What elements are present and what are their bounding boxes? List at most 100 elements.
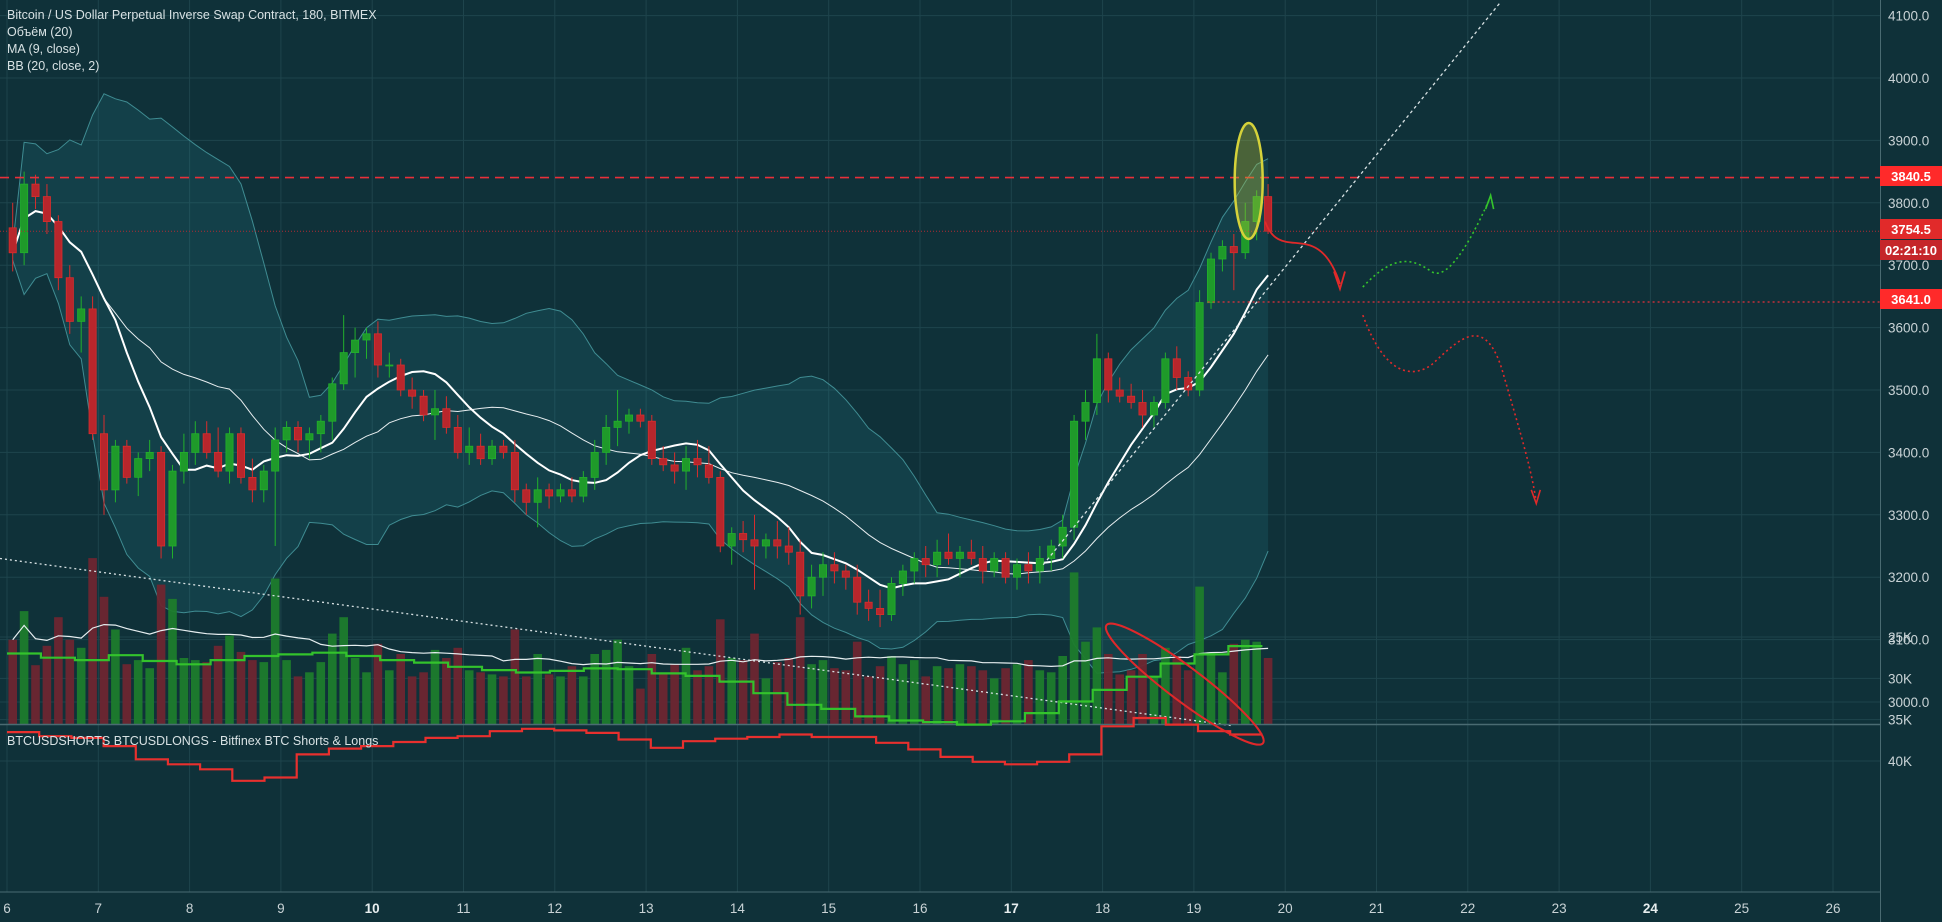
bearish-projection-arrow	[1264, 221, 1341, 285]
price-tick-label: 3000.0	[1888, 695, 1929, 710]
candle-down	[1229, 246, 1238, 254]
candle-down	[830, 564, 839, 572]
time-tick-label: 7	[95, 901, 103, 916]
symbol-title[interactable]: Bitcoin / US Dollar Perpetual Inverse Sw…	[7, 8, 377, 22]
volume-bar	[419, 672, 428, 724]
lower-indicator-pane	[0, 622, 1880, 893]
volume-bar	[1149, 676, 1159, 724]
time-tick-label: 11	[456, 901, 470, 916]
candle-down	[704, 464, 713, 478]
bollinger-lower-band	[12, 260, 1269, 674]
volume-bar	[1058, 656, 1067, 724]
time-tick-label: 25	[1734, 901, 1749, 916]
candle-up	[305, 433, 314, 441]
shorts-longs-indicator-label[interactable]: BTCUSDSHORTS BTCUSDLONGS - Bitfinex BTC …	[7, 734, 379, 748]
volume-bar	[864, 676, 873, 724]
volume-bar	[362, 672, 371, 724]
volume-bar	[544, 674, 554, 724]
volume-bar	[1172, 656, 1182, 724]
volume-bar	[282, 660, 291, 724]
candle-up	[465, 445, 474, 453]
volume-bar	[339, 617, 348, 724]
volume-bar	[510, 629, 520, 724]
candle-up	[145, 451, 154, 459]
volume-bar	[681, 647, 691, 724]
volume-bar	[442, 658, 451, 724]
candle-down	[157, 451, 166, 547]
volume-bar	[1138, 654, 1147, 724]
time-tick-label: 6	[3, 901, 11, 916]
bb-indicator-label[interactable]: BB (20, close, 2)	[7, 59, 100, 73]
volume-bar	[670, 664, 679, 724]
candle-down	[8, 227, 17, 254]
volume-bar	[88, 558, 97, 724]
volume-bar	[1035, 670, 1045, 724]
volume-bar	[385, 670, 394, 724]
volume-indicator-label[interactable]: Объём (20)	[7, 25, 73, 39]
price-tick-label: 3300.0	[1888, 508, 1929, 523]
candle-up	[579, 476, 588, 497]
candle-down	[214, 451, 223, 472]
volume-bar	[636, 688, 645, 724]
volume-bar	[955, 664, 965, 724]
candle-down	[522, 489, 531, 503]
candle-down	[876, 608, 885, 616]
volume-bar	[1252, 641, 1261, 724]
candle-down	[647, 420, 656, 460]
volume-bar	[316, 662, 326, 724]
time-tick-label: 20	[1278, 901, 1293, 916]
candle-up	[602, 426, 611, 453]
candle-up	[1195, 302, 1204, 391]
time-tick-label: 26	[1825, 901, 1840, 916]
candle-up	[362, 333, 371, 341]
volume-bar	[579, 676, 588, 724]
candle-down	[944, 551, 953, 559]
candle-up	[282, 426, 291, 441]
candle-down	[978, 558, 987, 572]
candle-up	[487, 445, 496, 460]
candle-up	[1207, 258, 1216, 304]
volume-bar	[407, 676, 417, 724]
volume-bar	[1069, 572, 1079, 724]
volume-bar	[727, 658, 736, 724]
time-tick-label: 18	[1095, 901, 1110, 916]
candle-up	[111, 445, 120, 491]
candle-down	[841, 570, 850, 578]
candle-up	[933, 551, 942, 566]
candle-up	[727, 533, 736, 547]
candle-down	[1024, 564, 1033, 572]
candle-down	[1127, 395, 1136, 403]
candle-up	[613, 420, 622, 428]
candle-down	[31, 183, 40, 198]
volume-bar	[293, 676, 303, 724]
candle-down	[88, 308, 97, 435]
candle-down	[784, 545, 793, 553]
volume-bar	[1046, 672, 1056, 724]
candle-up	[1092, 358, 1101, 403]
volume-bar	[430, 649, 440, 724]
bar-countdown-label: 02:21:10	[1885, 243, 1937, 258]
candle-down	[921, 558, 930, 566]
volume-bar	[350, 658, 360, 724]
volume-bar	[111, 629, 120, 724]
ma-indicator-label[interactable]: MA (9, close)	[7, 42, 80, 56]
candle-up	[134, 458, 143, 478]
volume-bar	[1161, 647, 1170, 724]
candle-up	[761, 539, 770, 547]
candle-up	[259, 470, 268, 491]
volume-bar	[830, 668, 839, 724]
price-tick-label: 3200.0	[1888, 570, 1929, 585]
price-tick-label: 3800.0	[1888, 196, 1929, 211]
candle-down	[476, 445, 485, 460]
volume-bar	[887, 656, 896, 724]
candle-down	[1001, 558, 1010, 578]
time-tick-label: 21	[1369, 901, 1384, 916]
last-price-tag	[1880, 219, 1942, 239]
volume-bar	[76, 647, 86, 724]
volume-bar	[453, 647, 463, 724]
volume-bar	[750, 633, 759, 724]
candle-up	[625, 414, 634, 422]
arrow-head	[1333, 271, 1346, 292]
longs-drop-ellipse	[1104, 622, 1265, 746]
